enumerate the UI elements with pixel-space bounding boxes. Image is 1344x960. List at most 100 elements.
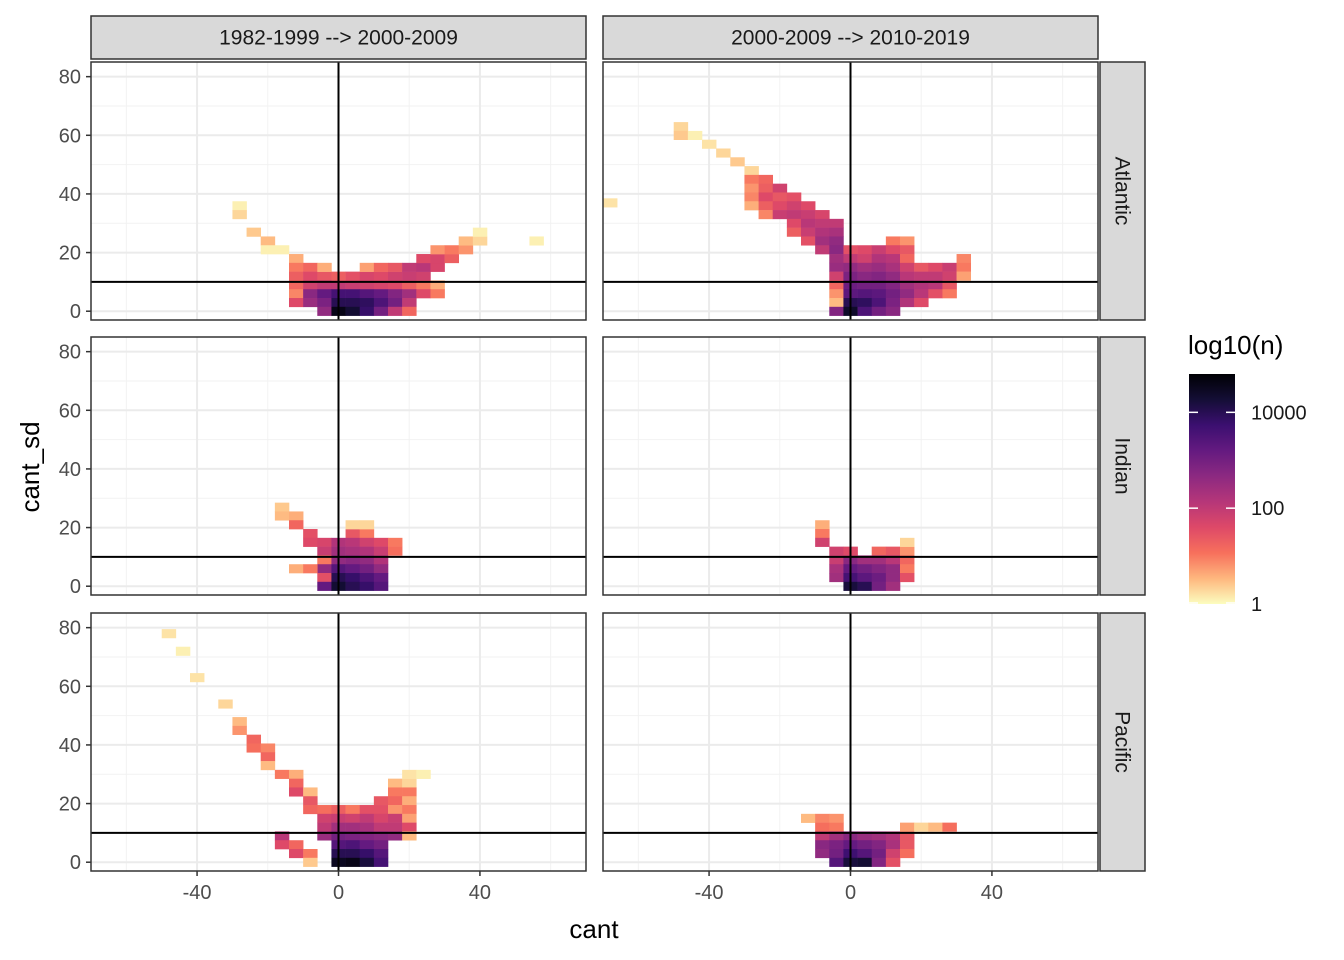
heatmap-tile (402, 813, 417, 823)
heatmap-tile (900, 546, 915, 556)
heatmap-tile (289, 778, 304, 788)
heatmap-tile (416, 271, 431, 281)
heatmap-tile (900, 236, 915, 246)
heatmap-tile (942, 262, 957, 272)
heatmap-tile (871, 245, 887, 255)
heatmap-tile (218, 699, 233, 709)
y-tick-label: 60 (59, 125, 81, 147)
heatmap-tile (402, 796, 417, 806)
heatmap-tile (359, 271, 375, 281)
heatmap-tile (815, 831, 830, 841)
panel-border (90, 336, 587, 596)
heatmap-tile (345, 306, 361, 316)
heatmap-tile (388, 271, 403, 281)
heatmap-tile (885, 298, 901, 308)
heatmap-tile (416, 769, 431, 779)
x-axis-title: cant (569, 914, 619, 944)
heatmap-tile (871, 262, 887, 272)
heatmap-tile (744, 201, 759, 211)
heatmap-tile (430, 254, 445, 264)
heatmap-tile (871, 564, 887, 574)
heatmap-tile (815, 849, 830, 859)
heatmap-tile (232, 725, 247, 735)
heatmap-tile (402, 289, 417, 299)
heatmap-tile (829, 298, 844, 308)
heatmap-tile (402, 778, 417, 788)
heatmap-tile (885, 555, 901, 565)
heatmap-tile (359, 555, 375, 565)
heatmap-tile (801, 236, 816, 246)
heatmap-tile (871, 857, 887, 867)
heatmap-tile (758, 201, 774, 211)
heatmap-tile (359, 546, 375, 556)
heatmap-tile (430, 262, 445, 272)
heatmap-tile (416, 262, 431, 272)
heatmap-tile (317, 298, 332, 308)
heatmap-tile (274, 502, 290, 512)
heatmap-tile (900, 289, 915, 299)
heatmap-tile (529, 236, 544, 246)
heatmap-tile (857, 564, 873, 574)
heatmap-tile (885, 289, 901, 299)
heatmap-tile (744, 174, 759, 184)
heatmap-tile (430, 280, 445, 290)
heatmap-tile (829, 289, 844, 299)
heatmap-tile (857, 262, 873, 272)
heatmap-tile (885, 254, 901, 264)
heatmap-tile (857, 271, 873, 281)
heatmap-tile (260, 743, 276, 753)
heatmap-tile (373, 573, 389, 583)
heatmap-tile (388, 262, 403, 272)
heatmap-tile (928, 289, 943, 299)
heatmap-tile (900, 831, 915, 841)
heatmap-tile (373, 813, 389, 823)
heatmap-tile (303, 787, 318, 797)
heatmap-tile (402, 831, 417, 841)
heatmap-tile (345, 857, 361, 867)
heatmap-tile (388, 537, 403, 547)
y-tick-label: 80 (59, 67, 81, 89)
panel-border (602, 61, 1099, 321)
heatmap-tile (388, 280, 403, 290)
heatmap-tile (289, 289, 304, 299)
heatmap-tile (885, 581, 901, 591)
heatmap-tile (388, 778, 403, 788)
heatmap-tile (786, 227, 802, 237)
heatmap-tile (402, 262, 417, 272)
heatmap-tile (359, 573, 375, 583)
legend: log10(n) 10000 100 1 (1188, 330, 1307, 616)
heatmap-tile (345, 529, 361, 539)
heatmap-tile (345, 831, 361, 841)
heatmap-tile (388, 289, 403, 299)
heatmap-tile (289, 564, 304, 574)
heatmap-tile (359, 849, 375, 859)
heatmap-tile (900, 840, 915, 850)
heatmap-tile (885, 857, 901, 867)
heatmap-tile (373, 581, 389, 591)
heatmap-tile (871, 254, 887, 264)
heatmap-tile (914, 262, 929, 272)
heatmap-tile (885, 236, 901, 246)
heatmap-tile (801, 210, 816, 220)
heatmap-tile (373, 289, 389, 299)
heatmap-tile (801, 218, 816, 228)
column-strip (90, 15, 587, 60)
heatmap-tile (885, 306, 901, 316)
y-tick-label: 80 (59, 618, 81, 640)
heatmap-tile (815, 245, 830, 255)
heatmap-tile (900, 822, 915, 832)
heatmap-tile (359, 262, 375, 272)
heatmap-tile (772, 183, 788, 193)
heatmap-tile (373, 546, 389, 556)
heatmap-tile (274, 769, 290, 779)
heatmap-tile (956, 271, 972, 281)
heatmap-tile (317, 581, 332, 591)
heatmap-tile (274, 511, 290, 521)
heatmap-tile (900, 537, 915, 547)
heatmap-tile (373, 555, 389, 565)
heatmap-tile (942, 271, 957, 281)
heatmap-tile (345, 849, 361, 859)
heatmap-tile (373, 840, 389, 850)
legend-title: log10(n) (1188, 330, 1283, 360)
